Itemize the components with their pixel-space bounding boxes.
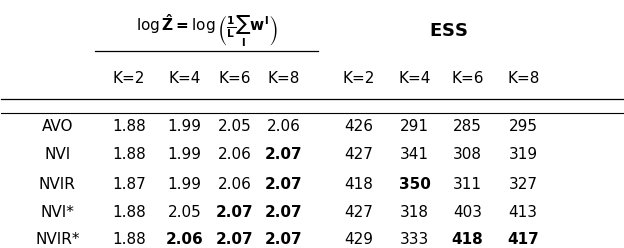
Text: K=6: K=6 — [451, 70, 484, 86]
Text: 403: 403 — [453, 205, 482, 220]
Text: 318: 318 — [400, 205, 429, 220]
Text: 350: 350 — [399, 177, 431, 192]
Text: 2.07: 2.07 — [215, 205, 253, 220]
Text: 285: 285 — [453, 119, 482, 134]
Text: K=4: K=4 — [398, 70, 431, 86]
Text: 1.99: 1.99 — [168, 119, 202, 134]
Text: K=8: K=8 — [268, 70, 300, 86]
Text: 417: 417 — [507, 232, 539, 247]
Text: 2.06: 2.06 — [217, 147, 251, 162]
Text: 2.07: 2.07 — [265, 232, 303, 247]
Text: 418: 418 — [344, 177, 373, 192]
Text: 426: 426 — [344, 119, 373, 134]
Text: K=6: K=6 — [218, 70, 251, 86]
Text: NVI: NVI — [44, 147, 71, 162]
Text: 327: 327 — [509, 177, 538, 192]
Text: K=2: K=2 — [343, 70, 375, 86]
Text: $\mathbf{ESS}$: $\mathbf{ESS}$ — [429, 22, 468, 40]
Text: 2.06: 2.06 — [267, 119, 301, 134]
Text: NVIR*: NVIR* — [35, 232, 79, 247]
Text: 413: 413 — [509, 205, 538, 220]
Text: 1.87: 1.87 — [112, 177, 145, 192]
Text: AVO: AVO — [42, 119, 73, 134]
Text: 1.88: 1.88 — [112, 205, 145, 220]
Text: 2.06: 2.06 — [217, 177, 251, 192]
Text: K=4: K=4 — [168, 70, 201, 86]
Text: 2.07: 2.07 — [215, 232, 253, 247]
Text: 427: 427 — [344, 205, 373, 220]
Text: 1.99: 1.99 — [168, 147, 202, 162]
Text: NVIR: NVIR — [39, 177, 76, 192]
Text: 333: 333 — [400, 232, 429, 247]
Text: 308: 308 — [453, 147, 482, 162]
Text: 2.05: 2.05 — [218, 119, 251, 134]
Text: 1.99: 1.99 — [168, 177, 202, 192]
Text: 311: 311 — [453, 177, 482, 192]
Text: 291: 291 — [400, 119, 429, 134]
Text: K=8: K=8 — [507, 70, 539, 86]
Text: K=2: K=2 — [112, 70, 145, 86]
Text: 2.07: 2.07 — [265, 205, 303, 220]
Text: 2.06: 2.06 — [166, 232, 203, 247]
Text: 429: 429 — [344, 232, 373, 247]
Text: 2.07: 2.07 — [265, 147, 303, 162]
Text: 319: 319 — [509, 147, 538, 162]
Text: 1.88: 1.88 — [112, 119, 145, 134]
Text: 295: 295 — [509, 119, 538, 134]
Text: 418: 418 — [451, 232, 483, 247]
Text: 2.05: 2.05 — [168, 205, 202, 220]
Text: 427: 427 — [344, 147, 373, 162]
Text: 1.88: 1.88 — [112, 147, 145, 162]
Text: 341: 341 — [400, 147, 429, 162]
Text: 2.07: 2.07 — [265, 177, 303, 192]
Text: 1.88: 1.88 — [112, 232, 145, 247]
Text: $\mathbf{\log \hat{Z} = \log \left(\frac{1}{L}\sum_l w^l\right)}$: $\mathbf{\log \hat{Z} = \log \left(\frac… — [135, 13, 277, 49]
Text: NVI*: NVI* — [41, 205, 74, 220]
